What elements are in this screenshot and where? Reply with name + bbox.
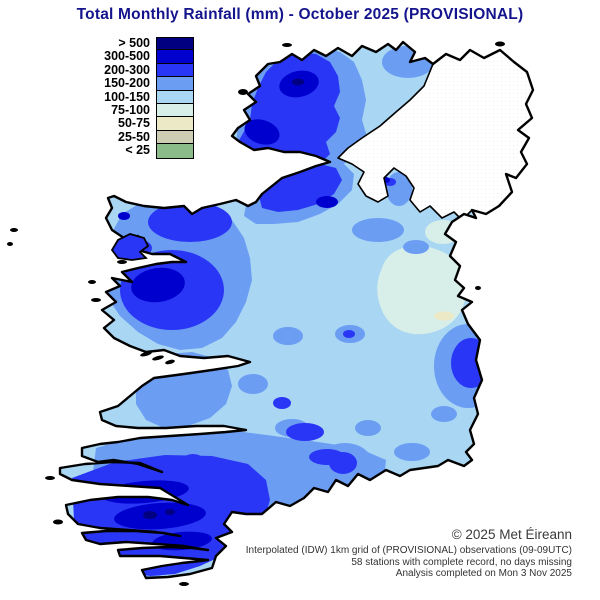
islet-north-b — [238, 89, 248, 95]
islet-west-a — [10, 228, 18, 232]
rain-core-300-500-northwest-b — [244, 119, 280, 145]
page-title: Total Monthly Rainfall (mm) - October 20… — [76, 6, 524, 23]
rain-blob-200-300-mid-spot — [273, 397, 291, 409]
legend-label: 200-300 — [104, 62, 150, 77]
attribution-block: © 2025 Met Éireann Interpolated (IDW) 1k… — [246, 527, 572, 580]
legend-row: > 500 — [96, 36, 194, 53]
rain-blob-200-300-mid-tiny — [343, 330, 355, 338]
islet-southwest-a — [45, 476, 55, 480]
rain-core-gt500-southwest-c — [165, 509, 175, 515]
islet-west-c — [117, 260, 127, 264]
rain-blob-150-200-southeast-spot — [431, 406, 457, 422]
rain-blob-150-200-border-spot — [352, 218, 404, 242]
rain-blob-150-200-spot-d — [238, 374, 268, 394]
no-data-region — [338, 50, 533, 220]
rain-blob-50-75-spot — [434, 311, 454, 321]
legend-row: 75-100 — [96, 102, 194, 119]
rain-blob-150-200-north-peninsula — [382, 46, 434, 78]
legend-swatch — [156, 143, 194, 159]
rain-core-300-500-west-coast-speck — [118, 212, 130, 220]
legend: > 500 300-500 200-300 150-200 100-150 75… — [96, 36, 194, 159]
island-west-large — [110, 233, 150, 261]
rain-core-300-500-west — [131, 267, 185, 303]
legend-row: 50-75 — [96, 116, 194, 132]
islet-west-d — [88, 280, 96, 284]
legend-row: 25-50 — [96, 129, 194, 146]
analysis-date-line: Analysis completed on Mon 3 Nov 2025 — [395, 568, 572, 580]
rain-blob-150-200-spot-a — [403, 240, 429, 254]
islet-north-a — [282, 43, 292, 47]
rain-core-300-500-southwest-b — [114, 502, 206, 530]
copyright-text: © 2025 Met Éireann — [451, 527, 572, 542]
legend-label: 75-100 — [111, 102, 150, 117]
legend-label: > 500 — [118, 36, 150, 50]
legend-label: 50-75 — [118, 116, 150, 131]
stations-line: 58 stations with complete record, no day… — [351, 556, 572, 568]
rain-blob-200-300-northwest-coast — [148, 202, 232, 242]
islet-bay-a — [140, 351, 152, 357]
rain-core-gt500-northwest — [292, 78, 304, 86]
rain-blob-150-200-southcoast-spot — [394, 443, 430, 461]
islet-east — [475, 286, 481, 290]
legend-label: 300-500 — [104, 49, 150, 64]
legend-label: 150-200 — [104, 76, 150, 91]
rain-core-gt500-southwest-a — [143, 511, 157, 519]
legend-row: < 25 — [96, 143, 194, 159]
islet-northeast — [495, 41, 505, 47]
legend-row: 100-150 — [96, 89, 194, 105]
rain-core-300-500-north-central — [316, 196, 338, 208]
rain-blob-200-300-south-spot-b — [309, 449, 345, 465]
legend-label: 25-50 — [118, 129, 150, 144]
islet-bay-c — [165, 359, 175, 365]
legend-label: 100-150 — [104, 89, 150, 104]
rain-core-gt500-southwest-b — [127, 489, 137, 495]
rain-blob-150-200-spot-b — [273, 327, 303, 345]
islet-bay-b — [152, 355, 164, 361]
legend-row: 200-300 — [96, 62, 194, 79]
source-line: Interpolated (IDW) 1km grid of (PROVISIO… — [245, 545, 572, 556]
rain-blob-200-300-south-spot-a — [286, 423, 324, 441]
islet-south — [179, 582, 189, 586]
islet-west-e — [91, 298, 101, 302]
national-border-line — [337, 63, 473, 221]
legend-row: 150-200 — [96, 76, 194, 92]
legend-label: < 25 — [125, 143, 150, 158]
legend-row: 300-500 — [96, 49, 194, 65]
islet-west-b — [7, 242, 13, 246]
rain-blob-150-200-spot-f — [355, 420, 381, 436]
islet-southwest-b — [53, 519, 63, 525]
rain-blob-200-300-east-core — [451, 338, 491, 388]
